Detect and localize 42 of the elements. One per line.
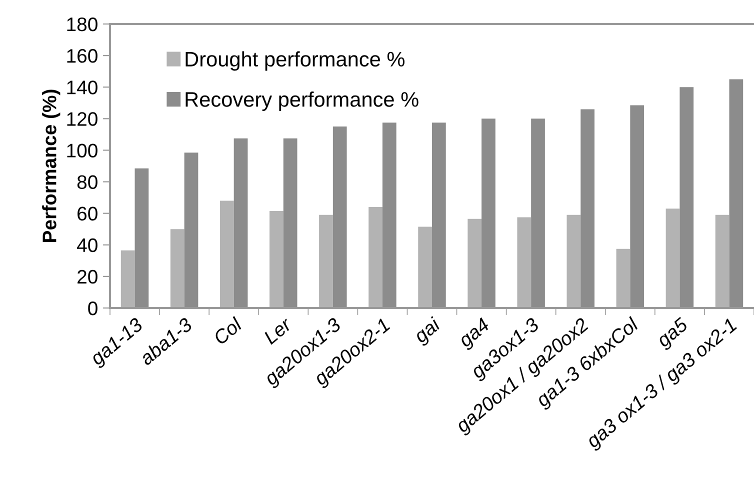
y-tick-label: 160 (67, 49, 98, 63)
bar (418, 226, 432, 308)
bar (270, 210, 284, 308)
y-tick-label: 180 (67, 17, 98, 32)
bar (531, 118, 545, 308)
x-tick-label: Col (212, 316, 244, 346)
bar (482, 118, 496, 308)
bar (715, 214, 730, 308)
y-tick-label: 80 (77, 175, 98, 190)
bar (368, 207, 382, 308)
y-tick-label: 140 (67, 80, 98, 94)
y-tick-label: 20 (78, 270, 98, 284)
bar (680, 87, 694, 308)
bar (120, 250, 135, 308)
bar (630, 105, 644, 308)
bar (580, 109, 594, 308)
bar (666, 208, 680, 308)
y-tick-label: 0 (88, 301, 98, 316)
y-tick-label: 60 (78, 206, 98, 221)
bar (382, 122, 396, 308)
legend-label: Recovery performance % (186, 92, 418, 111)
y-tick-label: 40 (77, 238, 98, 252)
bar (234, 138, 248, 308)
bar (220, 200, 234, 308)
x-tick-label: gai (412, 316, 444, 347)
bar (170, 229, 184, 308)
y-tick-label: 100 (67, 144, 98, 158)
bar (283, 138, 298, 308)
bar (319, 214, 333, 308)
bar (616, 248, 630, 308)
y-axis-title: Performance (%) (42, 90, 60, 242)
bar (134, 168, 149, 308)
y-tick-label: 120 (67, 112, 98, 126)
x-tick-label: ga5 (655, 316, 692, 352)
legend-label: Drought performance % (186, 51, 404, 71)
bar (729, 79, 744, 308)
bar (432, 122, 446, 308)
bar (184, 152, 198, 308)
bar (566, 214, 581, 308)
bar (468, 218, 482, 308)
bar (517, 217, 532, 308)
bar (332, 126, 347, 308)
